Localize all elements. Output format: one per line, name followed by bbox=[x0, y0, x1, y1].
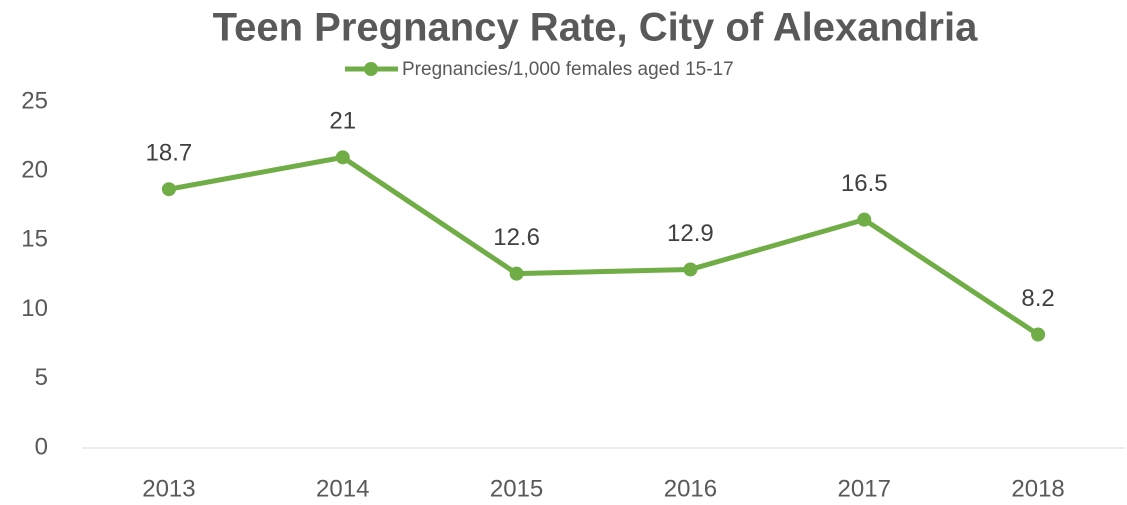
y-tick-label: 20 bbox=[21, 157, 48, 184]
series-line bbox=[168, 154, 1040, 337]
y-tick-label: 5 bbox=[35, 364, 48, 391]
legend-marker bbox=[364, 62, 378, 76]
x-tick-label: 2016 bbox=[664, 475, 717, 502]
data-point bbox=[509, 266, 524, 281]
data-label: 12.6 bbox=[493, 224, 540, 251]
data-point bbox=[1031, 327, 1046, 342]
y-tick-label: 25 bbox=[21, 87, 48, 114]
y-tick-label: 10 bbox=[21, 295, 48, 322]
data-point bbox=[857, 212, 872, 227]
y-tick-label: 0 bbox=[35, 433, 48, 460]
x-tick-label: 2018 bbox=[1011, 475, 1064, 502]
data-point bbox=[683, 262, 698, 277]
legend-label: Pregnancies/1,000 females aged 15-17 bbox=[402, 59, 734, 80]
data-label: 12.9 bbox=[667, 220, 714, 247]
y-tick-label: 15 bbox=[21, 226, 48, 253]
chart-title: Teen Pregnancy Rate, City of Alexandria bbox=[213, 6, 978, 50]
x-tick-label: 2015 bbox=[490, 475, 543, 502]
data-label: 8.2 bbox=[1021, 285, 1054, 312]
x-tick-label: 2017 bbox=[838, 475, 891, 502]
data-label: 21 bbox=[329, 108, 356, 135]
x-tick-label: 2013 bbox=[142, 475, 195, 502]
data-point bbox=[161, 182, 176, 197]
data-label: 18.7 bbox=[146, 140, 193, 167]
data-label: 16.5 bbox=[841, 170, 888, 197]
data-point bbox=[335, 150, 350, 165]
x-tick-label: 2014 bbox=[316, 475, 369, 502]
